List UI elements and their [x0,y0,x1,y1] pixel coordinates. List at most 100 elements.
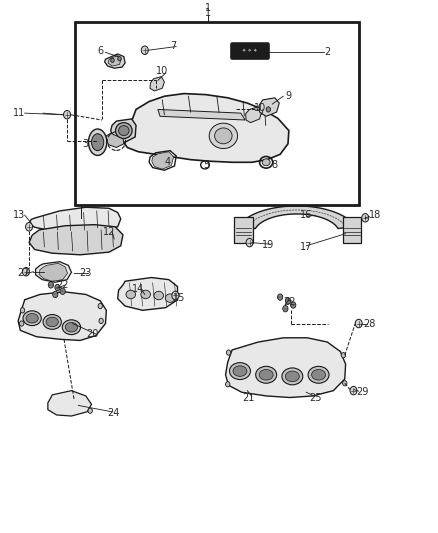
Ellipse shape [88,129,107,156]
Ellipse shape [119,126,129,135]
Text: 4: 4 [164,157,170,167]
Circle shape [19,321,24,326]
Polygon shape [18,292,106,341]
Polygon shape [106,133,124,148]
Text: 17: 17 [300,242,312,252]
Polygon shape [152,152,173,169]
Text: 9: 9 [286,91,292,101]
Ellipse shape [62,320,81,335]
Circle shape [22,268,29,276]
Circle shape [172,291,179,300]
Ellipse shape [116,123,132,139]
Text: 8: 8 [272,160,278,170]
Text: 14: 14 [132,284,145,294]
Circle shape [343,381,347,386]
Circle shape [278,294,283,300]
Polygon shape [35,262,71,282]
Text: 16: 16 [300,210,312,220]
Text: 10: 10 [156,67,168,76]
Circle shape [283,305,288,312]
Ellipse shape [209,123,237,149]
Circle shape [88,408,92,414]
Text: 7: 7 [170,41,176,51]
Circle shape [141,46,148,54]
Circle shape [266,107,271,112]
Ellipse shape [165,294,175,302]
Text: 12: 12 [103,227,115,237]
Ellipse shape [230,362,251,379]
Ellipse shape [259,369,273,380]
Circle shape [226,350,231,355]
Text: 3: 3 [83,139,89,149]
Circle shape [286,297,290,304]
Text: 22: 22 [283,297,296,308]
Polygon shape [111,119,136,142]
FancyBboxPatch shape [234,217,253,243]
Ellipse shape [256,366,277,383]
Text: 15: 15 [173,293,185,303]
Polygon shape [259,98,279,116]
Ellipse shape [46,317,58,327]
Polygon shape [105,54,125,68]
Text: ✦ ✧ ✦: ✦ ✧ ✦ [242,49,258,54]
Polygon shape [122,94,289,162]
Circle shape [362,214,369,222]
Ellipse shape [65,322,78,332]
Bar [75,22,359,205]
Circle shape [226,382,230,387]
Ellipse shape [262,159,270,166]
Circle shape [99,318,103,324]
Circle shape [341,353,346,358]
Circle shape [355,319,362,328]
Ellipse shape [92,134,104,151]
Polygon shape [48,391,92,416]
Text: 29: 29 [356,387,368,397]
Ellipse shape [215,128,232,144]
Polygon shape [246,107,262,123]
Text: 28: 28 [364,319,376,328]
Polygon shape [39,263,67,281]
Ellipse shape [311,369,325,380]
Polygon shape [158,109,245,120]
Ellipse shape [154,291,163,300]
Text: 11: 11 [13,108,25,118]
Ellipse shape [26,313,38,323]
Ellipse shape [43,314,61,329]
Circle shape [25,223,32,231]
Text: 13: 13 [13,210,25,220]
Text: 22: 22 [57,280,69,290]
Ellipse shape [308,366,329,383]
Circle shape [111,58,114,62]
Ellipse shape [282,368,303,385]
Ellipse shape [126,290,136,298]
Text: 24: 24 [107,408,120,418]
Text: 19: 19 [262,240,274,251]
Text: 20: 20 [86,329,99,339]
Text: 6: 6 [97,46,103,56]
Text: 18: 18 [369,210,381,220]
Circle shape [350,386,357,395]
Circle shape [53,291,58,297]
Polygon shape [29,225,123,255]
Polygon shape [150,77,164,91]
Text: 5: 5 [204,160,210,170]
Text: 23: 23 [80,268,92,278]
Circle shape [48,282,53,288]
Text: 2: 2 [324,47,330,58]
Ellipse shape [286,371,299,382]
Ellipse shape [141,290,150,298]
Ellipse shape [23,311,41,326]
Circle shape [98,303,102,309]
Polygon shape [239,206,355,229]
Polygon shape [226,338,346,398]
Polygon shape [29,207,121,232]
Text: 1: 1 [205,3,211,13]
Text: 27: 27 [17,268,30,278]
Ellipse shape [233,366,247,376]
Circle shape [55,285,60,290]
Circle shape [290,302,296,308]
Text: 10: 10 [254,103,267,113]
Circle shape [64,110,71,119]
Text: 21: 21 [243,392,255,402]
Circle shape [20,308,25,313]
